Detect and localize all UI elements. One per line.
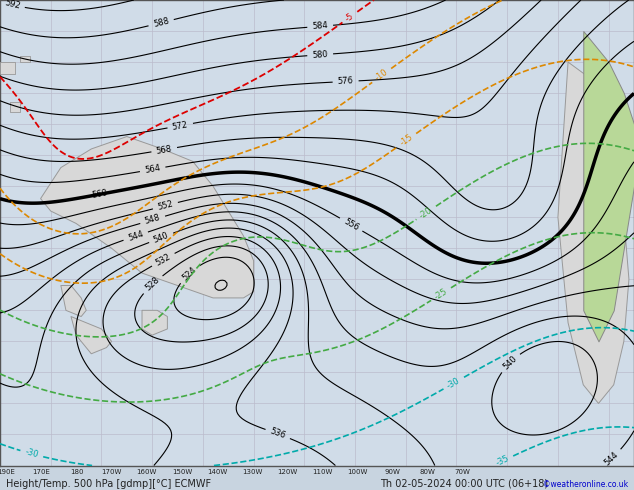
Text: 100W: 100W [347, 469, 368, 475]
Text: -35: -35 [495, 454, 510, 468]
Text: 170E: 170E [32, 469, 50, 475]
Text: 588: 588 [152, 17, 170, 29]
Text: -30: -30 [446, 376, 462, 391]
Text: 560: 560 [91, 189, 108, 200]
Text: -5: -5 [344, 11, 356, 23]
Text: 70W: 70W [455, 469, 471, 475]
Text: 548: 548 [144, 213, 162, 226]
Text: 572: 572 [172, 120, 189, 131]
Text: 568: 568 [155, 144, 173, 155]
Text: 528: 528 [144, 275, 162, 293]
Text: 524: 524 [180, 265, 198, 282]
Text: -25: -25 [433, 287, 449, 301]
Text: 170W: 170W [101, 469, 122, 475]
Text: -10: -10 [373, 68, 390, 83]
Text: 180: 180 [70, 469, 83, 475]
Text: 564: 564 [144, 164, 161, 175]
Text: 80W: 80W [420, 469, 436, 475]
Text: 120W: 120W [277, 469, 297, 475]
Text: 130W: 130W [242, 469, 262, 475]
Text: 540: 540 [152, 231, 170, 245]
Text: 140W: 140W [207, 469, 227, 475]
Text: 190E: 190E [0, 469, 15, 475]
Text: -20: -20 [418, 205, 434, 221]
Text: 592: 592 [4, 0, 21, 11]
Text: 536: 536 [269, 427, 287, 441]
Text: Height/Temp. 500 hPa [gdmp][°C] ECMWF: Height/Temp. 500 hPa [gdmp][°C] ECMWF [6, 479, 212, 489]
Text: 540: 540 [501, 354, 519, 371]
Text: 556: 556 [342, 217, 360, 232]
Text: 150W: 150W [172, 469, 192, 475]
Text: 160W: 160W [136, 469, 157, 475]
Text: 576: 576 [337, 76, 354, 86]
Text: 544: 544 [127, 229, 145, 243]
Text: 552: 552 [157, 199, 174, 212]
Text: -30: -30 [24, 448, 39, 460]
Text: ©weatheronline.co.uk: ©weatheronline.co.uk [543, 480, 628, 489]
Text: 110W: 110W [312, 469, 333, 475]
Text: 580: 580 [312, 49, 328, 60]
Text: 90W: 90W [385, 469, 401, 475]
Text: -15: -15 [399, 133, 415, 148]
Text: 584: 584 [312, 21, 328, 31]
Text: Th 02-05-2024 00:00 UTC (06+18): Th 02-05-2024 00:00 UTC (06+18) [380, 479, 548, 489]
Text: 532: 532 [154, 252, 172, 268]
Text: 544: 544 [603, 450, 621, 467]
